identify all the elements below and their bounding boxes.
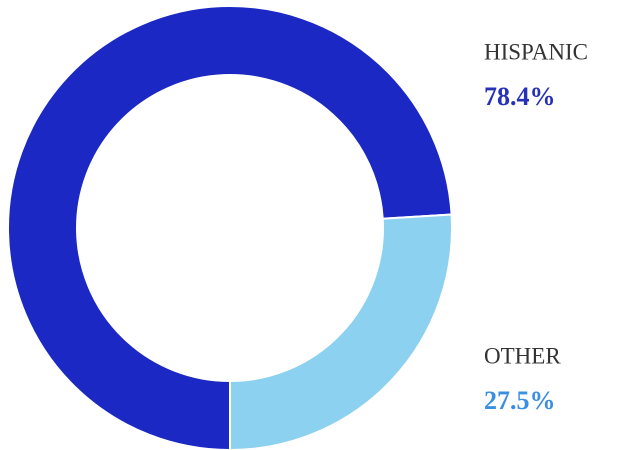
legend-label: OTHER: [484, 343, 561, 368]
donut-slice: [7, 5, 453, 450]
value-label: 78.4%: [484, 82, 556, 111]
legend-label: HISPANIC: [484, 39, 588, 64]
donut-slice: [229, 213, 453, 450]
value-label: 27.5%: [484, 386, 556, 415]
